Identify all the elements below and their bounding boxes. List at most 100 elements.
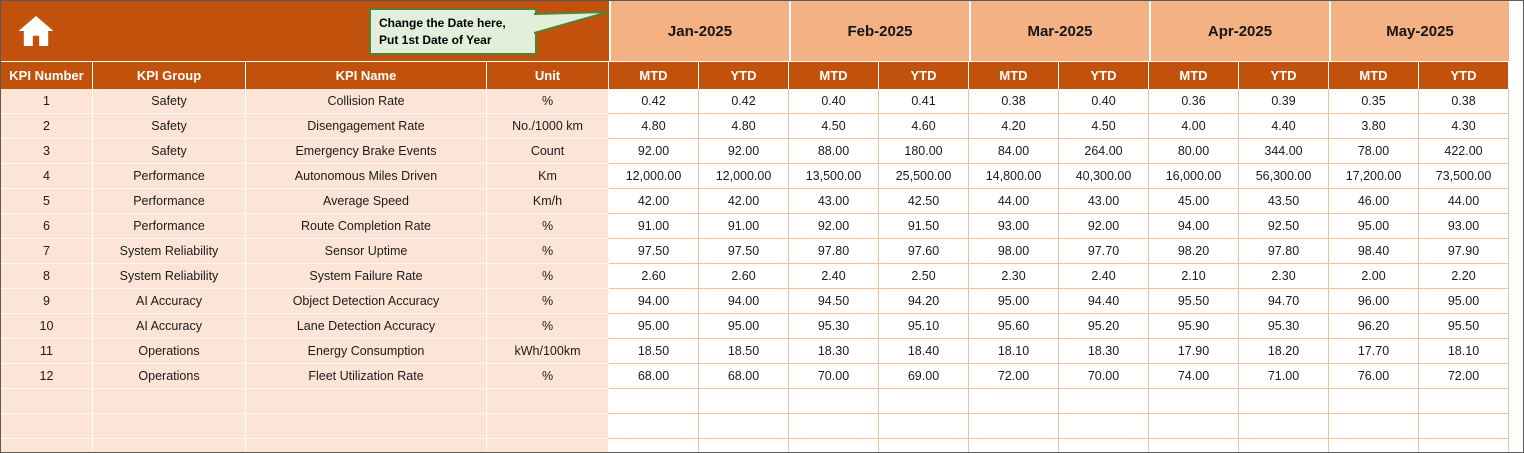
cell-value[interactable]: 0.35 [1329, 89, 1419, 114]
cell-value[interactable]: 17.90 [1149, 339, 1239, 364]
header-mtd-cell[interactable]: MTD [1149, 62, 1239, 89]
cell-value[interactable]: 76.00 [1329, 364, 1419, 389]
header-ytd-cell[interactable]: YTD [1239, 62, 1329, 89]
cell-value[interactable]: 80.00 [1149, 139, 1239, 164]
cell-value[interactable]: 93.00 [1419, 214, 1509, 239]
empty-cell[interactable] [1329, 439, 1419, 452]
cell-kpi-name[interactable]: Object Detection Accuracy [246, 289, 487, 314]
cell-value[interactable]: 2.30 [969, 264, 1059, 289]
cell-value[interactable]: 42.50 [879, 189, 969, 214]
cell-value[interactable]: 18.50 [609, 339, 699, 364]
empty-cell[interactable] [699, 414, 789, 439]
cell-value[interactable]: 4.20 [969, 114, 1059, 139]
empty-cell[interactable] [93, 389, 246, 414]
cell-value[interactable]: 78.00 [1329, 139, 1419, 164]
cell-kpi-group[interactable]: Performance [93, 164, 246, 189]
cell-value[interactable]: 69.00 [879, 364, 969, 389]
header-ytd-cell[interactable]: YTD [1059, 62, 1149, 89]
cell-value[interactable]: 43.50 [1239, 189, 1329, 214]
cell-value[interactable]: 0.40 [1059, 89, 1149, 114]
cell-kpi-number[interactable]: 7 [1, 239, 93, 264]
cell-kpi-group[interactable]: Performance [93, 189, 246, 214]
empty-cell[interactable] [487, 389, 609, 414]
cell-value[interactable]: 95.20 [1059, 314, 1149, 339]
cell-value[interactable]: 0.36 [1149, 89, 1239, 114]
cell-value[interactable]: 14,800.00 [969, 164, 1059, 189]
cell-value[interactable]: 18.10 [1419, 339, 1509, 364]
cell-kpi-group[interactable]: AI Accuracy [93, 314, 246, 339]
empty-cell[interactable] [609, 414, 699, 439]
empty-cell[interactable] [1149, 439, 1239, 452]
cell-value[interactable]: 17.70 [1329, 339, 1419, 364]
cell-kpi-group[interactable]: Safety [93, 139, 246, 164]
cell-kpi-number[interactable]: 8 [1, 264, 93, 289]
cell-unit[interactable]: % [487, 239, 609, 264]
cell-value[interactable]: 2.30 [1239, 264, 1329, 289]
cell-value[interactable]: 95.30 [1239, 314, 1329, 339]
cell-value[interactable]: 422.00 [1419, 139, 1509, 164]
cell-unit[interactable]: Count [487, 139, 609, 164]
cell-kpi-group[interactable]: Operations [93, 339, 246, 364]
cell-kpi-number[interactable]: 4 [1, 164, 93, 189]
empty-cell[interactable] [609, 389, 699, 414]
header-kpi-name[interactable]: KPI Name [246, 62, 487, 89]
cell-unit[interactable]: % [487, 314, 609, 339]
cell-value[interactable]: 43.00 [1059, 189, 1149, 214]
empty-cell[interactable] [1239, 439, 1329, 452]
empty-cell[interactable] [93, 439, 246, 452]
cell-value[interactable]: 68.00 [609, 364, 699, 389]
cell-value[interactable]: 12,000.00 [699, 164, 789, 189]
cell-value[interactable]: 95.30 [789, 314, 879, 339]
cell-value[interactable]: 4.80 [699, 114, 789, 139]
empty-cell[interactable] [969, 389, 1059, 414]
cell-value[interactable]: 95.10 [879, 314, 969, 339]
empty-cell[interactable] [1239, 414, 1329, 439]
cell-value[interactable]: 93.00 [969, 214, 1059, 239]
cell-kpi-name[interactable]: Fleet Utilization Rate [246, 364, 487, 389]
header-kpi-group[interactable]: KPI Group [93, 62, 246, 89]
cell-value[interactable]: 3.80 [1329, 114, 1419, 139]
cell-value[interactable]: 18.20 [1239, 339, 1329, 364]
cell-unit[interactable]: % [487, 364, 609, 389]
empty-cell[interactable] [879, 439, 969, 452]
cell-value[interactable]: 95.00 [699, 314, 789, 339]
cell-value[interactable]: 0.40 [789, 89, 879, 114]
cell-kpi-number[interactable]: 9 [1, 289, 93, 314]
cell-value[interactable]: 92.50 [1239, 214, 1329, 239]
cell-kpi-name[interactable]: Energy Consumption [246, 339, 487, 364]
cell-value[interactable]: 71.00 [1239, 364, 1329, 389]
cell-value[interactable]: 92.00 [699, 139, 789, 164]
cell-value[interactable]: 95.00 [609, 314, 699, 339]
empty-cell[interactable] [969, 414, 1059, 439]
cell-value[interactable]: 4.50 [789, 114, 879, 139]
header-mtd-cell[interactable]: MTD [609, 62, 699, 89]
cell-value[interactable]: 56,300.00 [1239, 164, 1329, 189]
cell-kpi-group[interactable]: AI Accuracy [93, 289, 246, 314]
header-kpi-number[interactable]: KPI Number [1, 62, 93, 89]
empty-cell[interactable] [879, 414, 969, 439]
cell-value[interactable]: 46.00 [1329, 189, 1419, 214]
cell-value[interactable]: 4.40 [1239, 114, 1329, 139]
empty-cell[interactable] [1059, 439, 1149, 452]
empty-cell[interactable] [789, 414, 879, 439]
cell-value[interactable]: 18.40 [879, 339, 969, 364]
cell-value[interactable]: 70.00 [789, 364, 879, 389]
cell-unit[interactable]: No./1000 km [487, 114, 609, 139]
cell-value[interactable]: 95.60 [969, 314, 1059, 339]
cell-value[interactable]: 4.60 [879, 114, 969, 139]
cell-value[interactable]: 91.00 [699, 214, 789, 239]
empty-cell[interactable] [609, 439, 699, 452]
cell-value[interactable]: 2.40 [1059, 264, 1149, 289]
cell-value[interactable]: 4.30 [1419, 114, 1509, 139]
cell-kpi-number[interactable]: 2 [1, 114, 93, 139]
cell-value[interactable]: 4.80 [609, 114, 699, 139]
cell-value[interactable]: 2.60 [699, 264, 789, 289]
cell-value[interactable]: 97.60 [879, 239, 969, 264]
cell-kpi-number[interactable]: 6 [1, 214, 93, 239]
cell-value[interactable]: 97.90 [1419, 239, 1509, 264]
empty-cell[interactable] [1419, 414, 1509, 439]
cell-value[interactable]: 25,500.00 [879, 164, 969, 189]
cell-value[interactable]: 96.00 [1329, 289, 1419, 314]
cell-value[interactable]: 18.50 [699, 339, 789, 364]
empty-cell[interactable] [487, 439, 609, 452]
